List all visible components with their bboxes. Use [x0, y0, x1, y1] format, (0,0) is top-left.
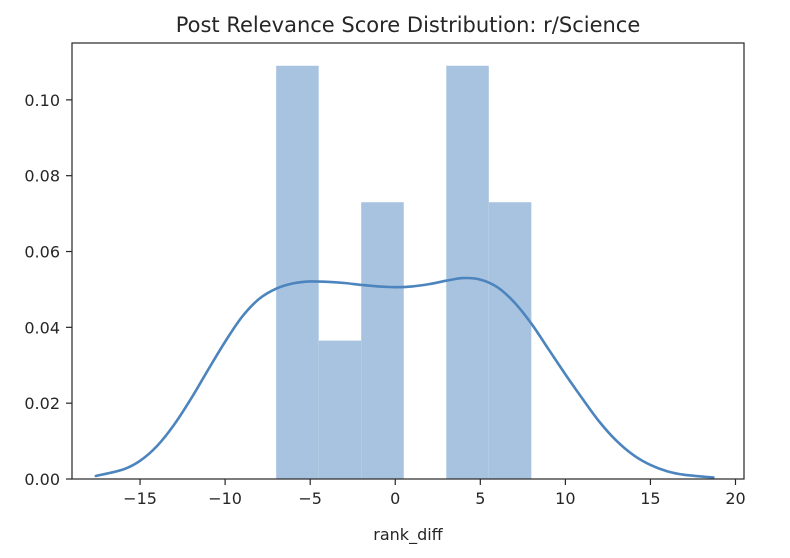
histogram-bar-2: [361, 202, 404, 480]
histogram-bar-5: [488, 202, 532, 480]
y-axis: 0.00 0.02 0.04 0.06 0.08 0.10: [24, 91, 72, 489]
y-tick-label-0: 0.00: [24, 470, 60, 489]
x-tick-label-7: 20: [725, 489, 745, 508]
kde-curve-layer: [94, 276, 715, 479]
x-tick-label-3: 0: [390, 489, 400, 508]
kde-line: [94, 276, 715, 479]
x-tick-label-2: −5: [298, 489, 322, 508]
histogram-bar-1: [318, 340, 362, 479]
y-tick-label-2: 0.04: [24, 318, 60, 337]
histogram-bar-0: [276, 65, 319, 479]
histogram-bar-4: [446, 65, 489, 479]
x-tick-label-4: 5: [475, 489, 485, 508]
x-tick-label-0: −15: [123, 489, 157, 508]
x-tick-label-5: 10: [555, 489, 575, 508]
x-tick-label-6: 15: [640, 489, 660, 508]
x-axis: −15 −10 −5 0 5 10 15 20: [123, 479, 746, 508]
y-tick-label-4: 0.08: [24, 167, 60, 186]
chart-title: Post Relevance Score Distribution: r/Sci…: [176, 13, 641, 37]
plot-area-frame: [71, 42, 745, 480]
x-axis-label: rank_diff: [373, 525, 443, 545]
y-tick-label-3: 0.06: [24, 243, 60, 262]
y-tick-label-5: 0.10: [24, 91, 60, 110]
y-tick-label-1: 0.02: [24, 394, 60, 413]
histogram-bars: [276, 65, 532, 480]
x-tick-label-1: −10: [208, 489, 242, 508]
